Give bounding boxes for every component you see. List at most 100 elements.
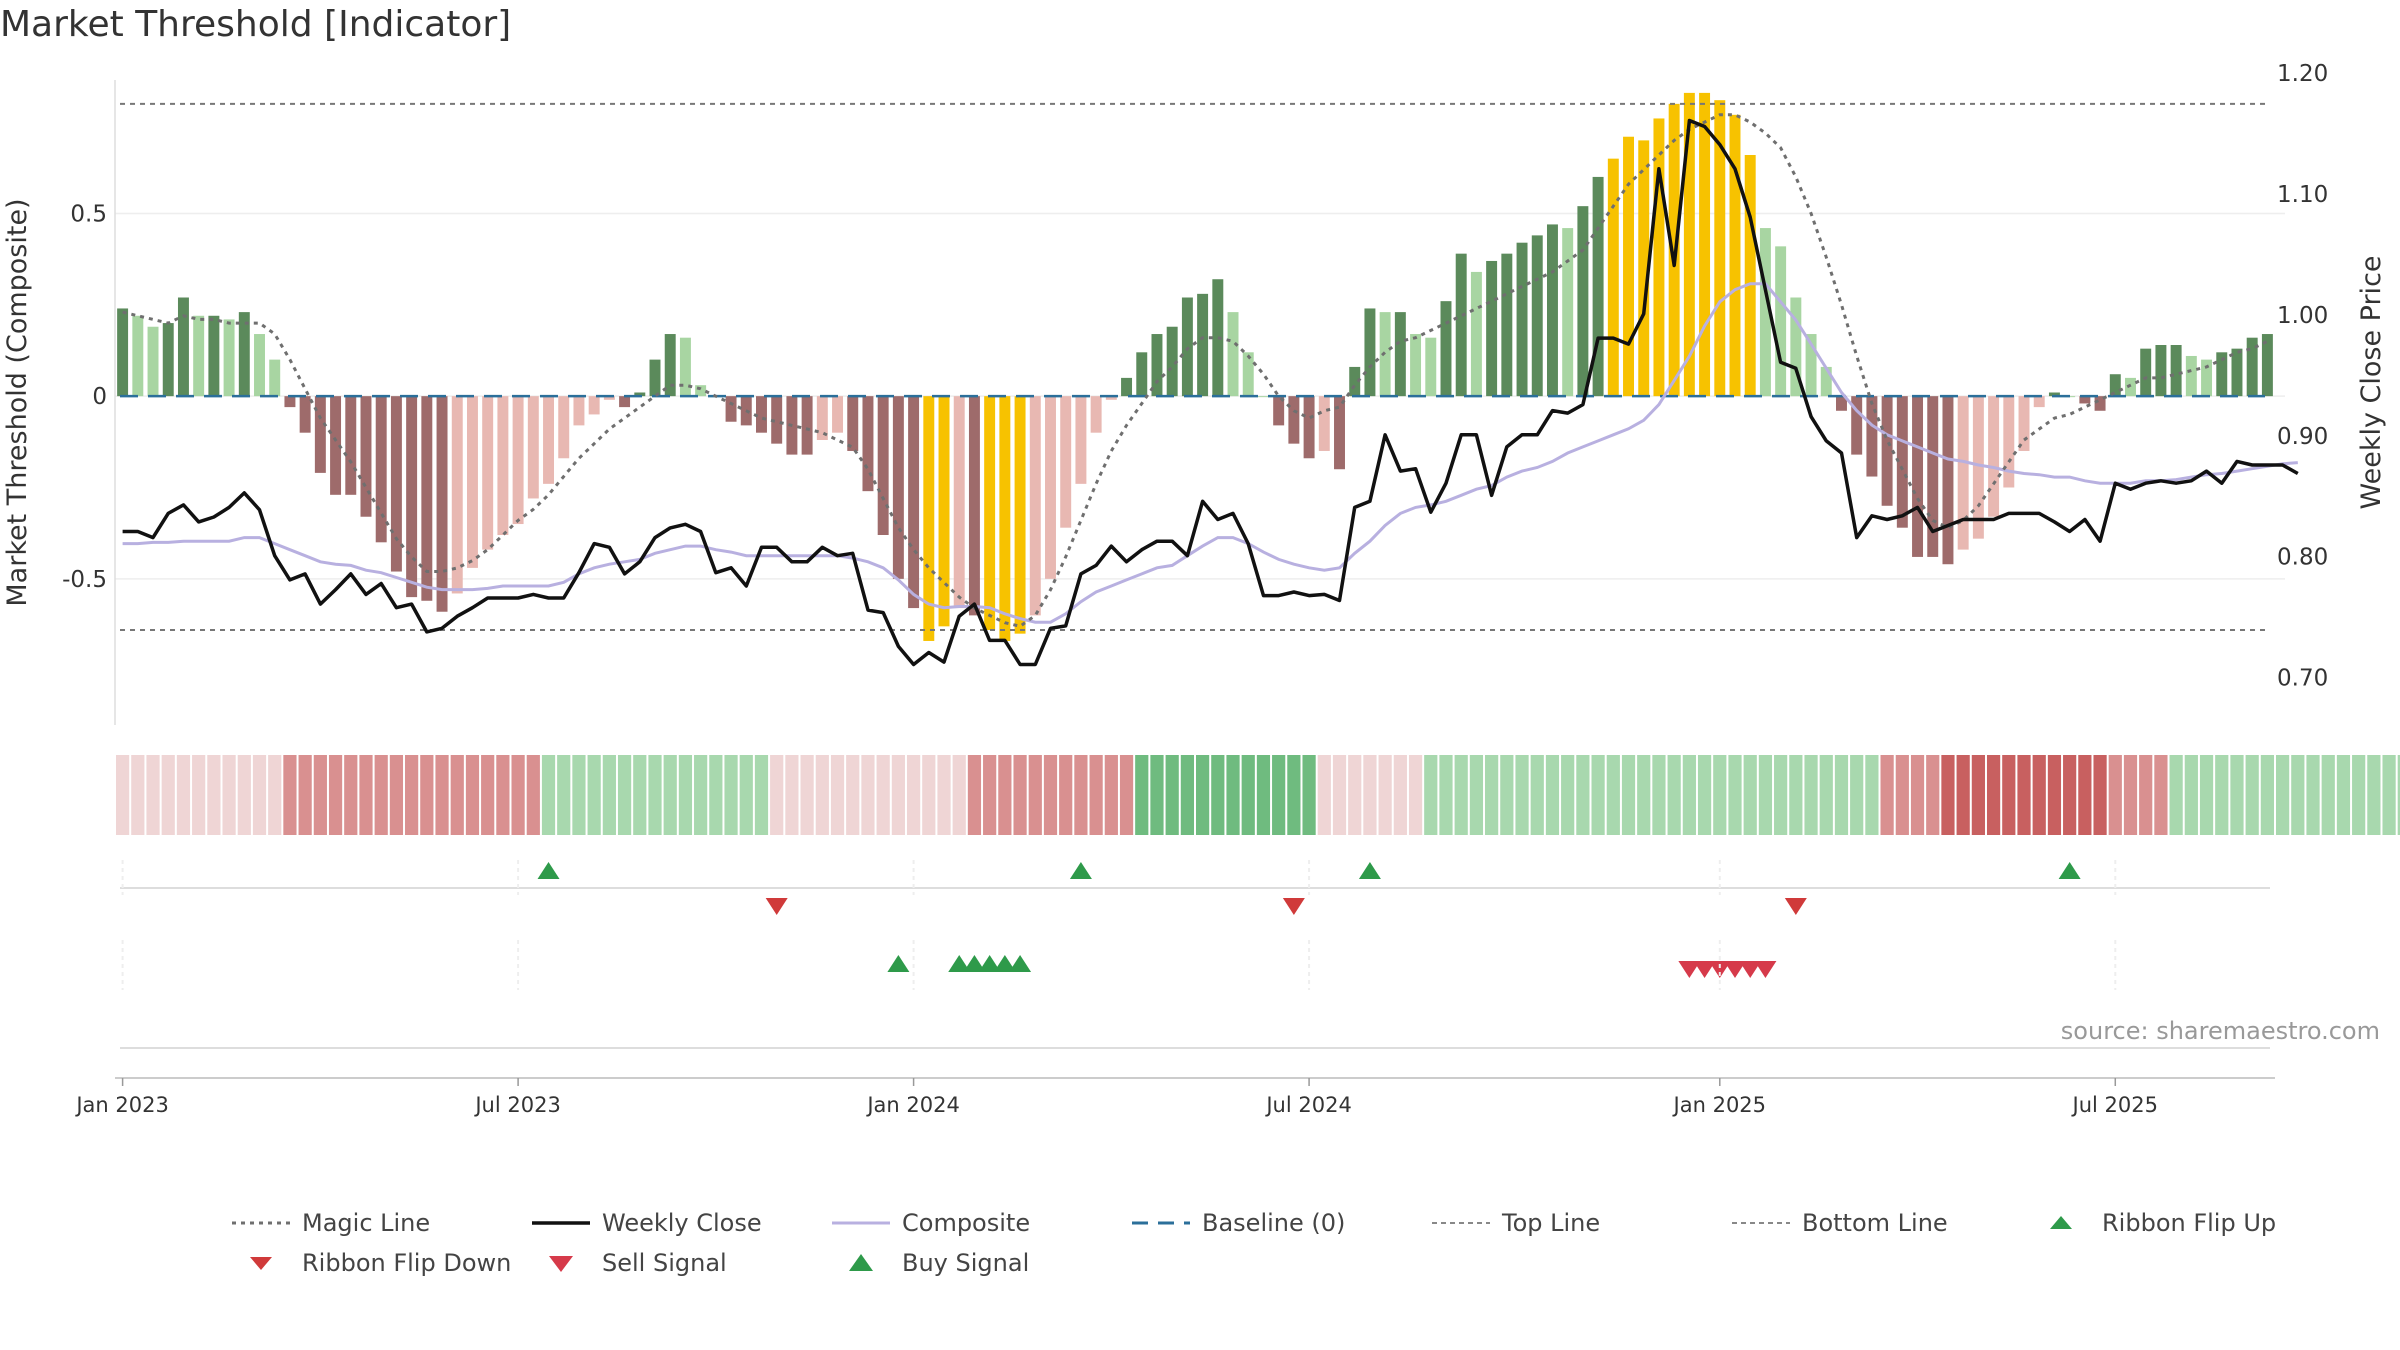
legend-item: Buy Signal	[830, 1246, 1130, 1280]
composite-bar	[1942, 396, 1954, 565]
composite-bar	[2140, 348, 2152, 397]
ribbon-cell	[998, 755, 1012, 835]
ribbon-cell	[2215, 755, 2229, 835]
ribbon-strip	[116, 755, 2400, 835]
ribbon-cell	[1028, 755, 1042, 835]
legend-item: Bottom Line	[1730, 1206, 2030, 1240]
composite-bar	[2003, 396, 2015, 488]
composite-bar	[816, 396, 828, 440]
composite-bar	[375, 396, 387, 543]
composite-bar	[588, 396, 600, 415]
composite-bar	[1683, 92, 1695, 397]
composite-bar	[877, 396, 889, 535]
ribbon-flip-up-marker	[537, 862, 560, 879]
ribbon-cell	[1302, 755, 1316, 835]
ribbon-cell	[1363, 755, 1377, 835]
x-tick-label: Jan 2025	[1672, 1093, 1767, 1117]
x-tick-label: Jan 2023	[74, 1093, 169, 1117]
composite-bar	[1060, 396, 1072, 528]
composite-line	[122, 282, 2298, 624]
composite-bar	[1607, 158, 1619, 397]
ribbon-cell	[1150, 755, 1164, 835]
composite-bar	[771, 396, 783, 444]
composite-bar	[1927, 396, 1939, 557]
ribbon-cell	[222, 755, 236, 835]
composite-bar	[558, 396, 570, 459]
ribbon-cell	[1104, 755, 1118, 835]
ribbon-cell	[1910, 755, 1925, 835]
legend-label: Buy Signal	[902, 1249, 1030, 1277]
composite-bar	[923, 396, 935, 641]
composite-bar	[1729, 114, 1741, 397]
composite-bar	[132, 315, 144, 397]
light-line-icon	[830, 1213, 892, 1233]
composite-bar	[1699, 92, 1711, 397]
buy-signal-marker	[963, 955, 986, 972]
ribbon-cell	[1393, 755, 1407, 835]
ribbon-cell	[1332, 755, 1347, 835]
series-lines	[120, 102, 2299, 667]
ribbon-cell	[2123, 755, 2138, 835]
legend-label: Top Line	[1502, 1209, 1601, 1237]
ribbon-cell	[1591, 755, 1605, 835]
ribbon-cell	[1256, 755, 1271, 835]
ribbon-cell	[724, 755, 738, 835]
y2-axis-title: Weekly Close Price	[2356, 255, 2387, 509]
ribbon-cell	[1850, 755, 1864, 835]
ribbon-cell	[663, 755, 677, 835]
composite-bar	[177, 297, 189, 397]
composite-bar	[1257, 396, 1269, 398]
ribbon-cell	[1180, 755, 1194, 835]
composite-bar	[1105, 396, 1117, 400]
ribbon-cell	[192, 755, 206, 835]
ribbon-cell	[1272, 755, 1286, 835]
ribbon-cell	[207, 755, 221, 835]
ribbon-cell	[876, 755, 890, 835]
buy-signal-marker	[978, 955, 1001, 972]
ribbon-cell	[1059, 755, 1073, 835]
ribbon-cell	[2382, 755, 2396, 835]
y2-tick-label: 1.10	[2277, 182, 2328, 208]
ribbon-cell	[1774, 755, 1788, 835]
ribbon-cell	[587, 755, 601, 835]
ribbon-cell	[739, 755, 753, 835]
composite-bar	[1121, 377, 1133, 397]
triangle-up-icon	[830, 1253, 892, 1273]
composite-bar	[436, 396, 448, 612]
ribbon-cell	[2017, 755, 2031, 835]
ribbon-cell	[2291, 755, 2305, 835]
ribbon-cell	[891, 755, 905, 835]
buy-signal-marker	[948, 955, 971, 972]
ribbon-cell	[2230, 755, 2244, 835]
composite-bar	[1820, 366, 1832, 397]
composite-bar	[117, 308, 129, 397]
ribbon-cell	[1241, 755, 1255, 835]
ribbon-cell	[298, 755, 312, 835]
x-tick-label: Jul 2024	[1264, 1093, 1351, 1117]
ribbon-cell	[694, 755, 708, 835]
composite-bar	[634, 392, 646, 397]
ribbon-cell	[1408, 755, 1423, 835]
composite-bar	[1851, 396, 1863, 455]
composite-bar	[892, 396, 904, 579]
magic-line	[122, 113, 2269, 628]
ribbon-cell	[2078, 755, 2092, 835]
ribbon-cell	[1196, 755, 1210, 835]
composite-bar	[953, 396, 965, 609]
composite-bar	[603, 396, 615, 400]
ribbon-cell	[2139, 755, 2153, 835]
composite-bar	[1912, 396, 1924, 557]
composite-bar	[2125, 377, 2136, 397]
buy-signal-marker	[1009, 955, 1032, 972]
composite-bar	[1805, 334, 1817, 397]
ribbon-cell	[1621, 755, 1636, 835]
composite-bar	[1045, 396, 1056, 579]
axes: -0.5 0 0.5 0.70 0.80 0.90 1.00 1.10 1.20 Market T…	[2, 61, 2387, 725]
ribbon-cell	[815, 755, 829, 835]
composite-bar	[862, 396, 874, 492]
composite-bar	[543, 396, 554, 484]
ribbon-cell	[1485, 755, 1499, 835]
composite-bar	[1623, 136, 1634, 397]
legend-label: Ribbon Flip Down	[302, 1249, 512, 1277]
y-tick-label: 0	[92, 384, 107, 410]
